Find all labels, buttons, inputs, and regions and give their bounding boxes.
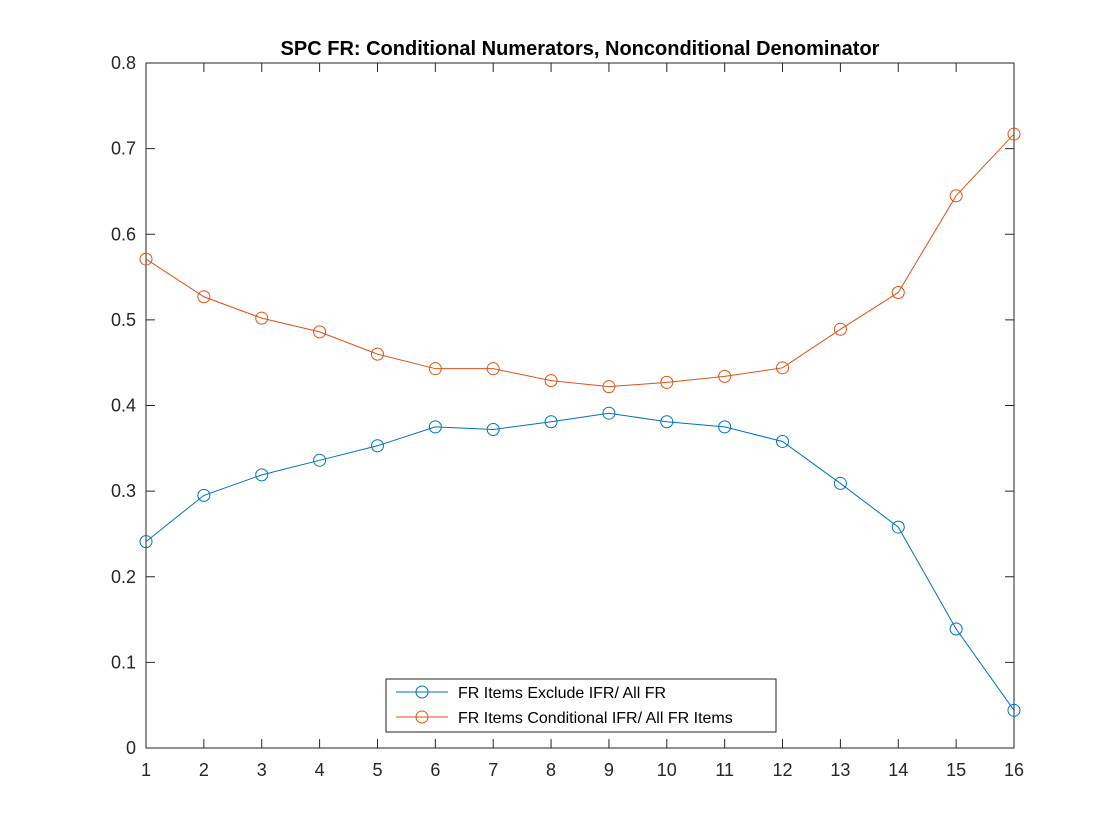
- x-tick-label: 8: [546, 760, 556, 780]
- series-1-point-2: [197, 488, 211, 502]
- series-2-point-9: [602, 380, 616, 394]
- legend-box: [385, 678, 777, 733]
- x-tick-label: 16: [1004, 760, 1024, 780]
- x-tick-label: 3: [257, 760, 267, 780]
- series-2-point-7: [486, 362, 500, 376]
- series-2-point-14: [891, 285, 905, 299]
- series-layer: [139, 127, 1021, 717]
- series-line-1: [145, 412, 1015, 711]
- x-tick-label: 7: [488, 760, 498, 780]
- series-1-point-6: [428, 420, 442, 434]
- series-2-point-4: [313, 325, 327, 339]
- y-tick-label: 0.6: [111, 224, 136, 244]
- series-1-point-4: [313, 453, 327, 467]
- y-tick-label: 0.2: [111, 567, 136, 587]
- series-line-2: [145, 133, 1015, 388]
- x-tick-label: 13: [830, 760, 850, 780]
- legend-label-series-2: FR Items Conditional IFR/ All FR Items: [458, 710, 733, 727]
- x-tick-label: 14: [888, 760, 908, 780]
- y-tick-label: 0.3: [111, 481, 136, 501]
- series-2-point-13: [833, 322, 847, 336]
- x-tick-label: 2: [199, 760, 209, 780]
- y-tick-label: 0.4: [111, 396, 136, 416]
- x-tick-label: 6: [430, 760, 440, 780]
- x-tick-label: 10: [657, 760, 677, 780]
- series-1-point-16: [1007, 703, 1021, 717]
- series-2-point-10: [660, 375, 674, 389]
- series-2-point-15: [949, 189, 963, 203]
- y-tick-label: 0.7: [111, 139, 136, 159]
- x-tick-label: 5: [372, 760, 382, 780]
- legend-marker-series-2: [415, 710, 429, 724]
- series-2-point-6: [428, 362, 442, 376]
- series-1-point-3: [255, 468, 269, 482]
- series-2-point-2: [197, 290, 211, 304]
- plot-area: [145, 62, 1015, 749]
- series-2-point-8: [544, 374, 558, 388]
- series-1-point-5: [370, 439, 384, 453]
- series-1-point-7: [486, 422, 500, 436]
- series-2-point-16: [1007, 127, 1021, 141]
- chart-title: SPC FR: Conditional Numerators, Noncondi…: [281, 38, 880, 60]
- series-1-point-11: [718, 420, 732, 434]
- x-tick-label: 1: [141, 760, 151, 780]
- series-1-point-8: [544, 415, 558, 429]
- series-1-point-1: [139, 535, 153, 549]
- axis-ticks: 1 2 3 4 5 6 7 8 9 10 11 12 13 14 15 1600.10.20.30.40.50…: [111, 53, 1024, 780]
- y-tick-label: 0.1: [111, 652, 136, 672]
- y-tick-label: 0: [126, 738, 136, 758]
- series-1-point-12: [776, 434, 790, 448]
- legend-marker-series-1: [415, 685, 429, 699]
- series-2-point-1: [139, 252, 153, 266]
- series-1-point-15: [949, 622, 963, 636]
- x-tick-label: 11: [715, 760, 734, 780]
- x-tick-label: 15: [946, 760, 966, 780]
- y-tick-label: 0.5: [111, 310, 136, 330]
- series-2-point-3: [255, 311, 269, 325]
- series-1-point-13: [833, 476, 847, 490]
- series-1-point-10: [660, 415, 674, 429]
- legend-label-series-1: FR Items Exclude IFR/ All FR: [458, 685, 666, 702]
- legend: FR Items Exclude IFR/ All FR FR Items Co…: [385, 678, 777, 733]
- x-tick-label: 12: [773, 760, 793, 780]
- series-2-point-5: [370, 347, 384, 361]
- series-1-point-14: [891, 520, 905, 534]
- series-1-point-9: [602, 406, 616, 420]
- x-tick-label: 4: [315, 760, 325, 780]
- series-2-point-12: [776, 361, 790, 375]
- y-tick-label: 0.8: [111, 53, 136, 73]
- x-tick-label: 9: [604, 760, 614, 780]
- series-2-point-11: [718, 369, 732, 383]
